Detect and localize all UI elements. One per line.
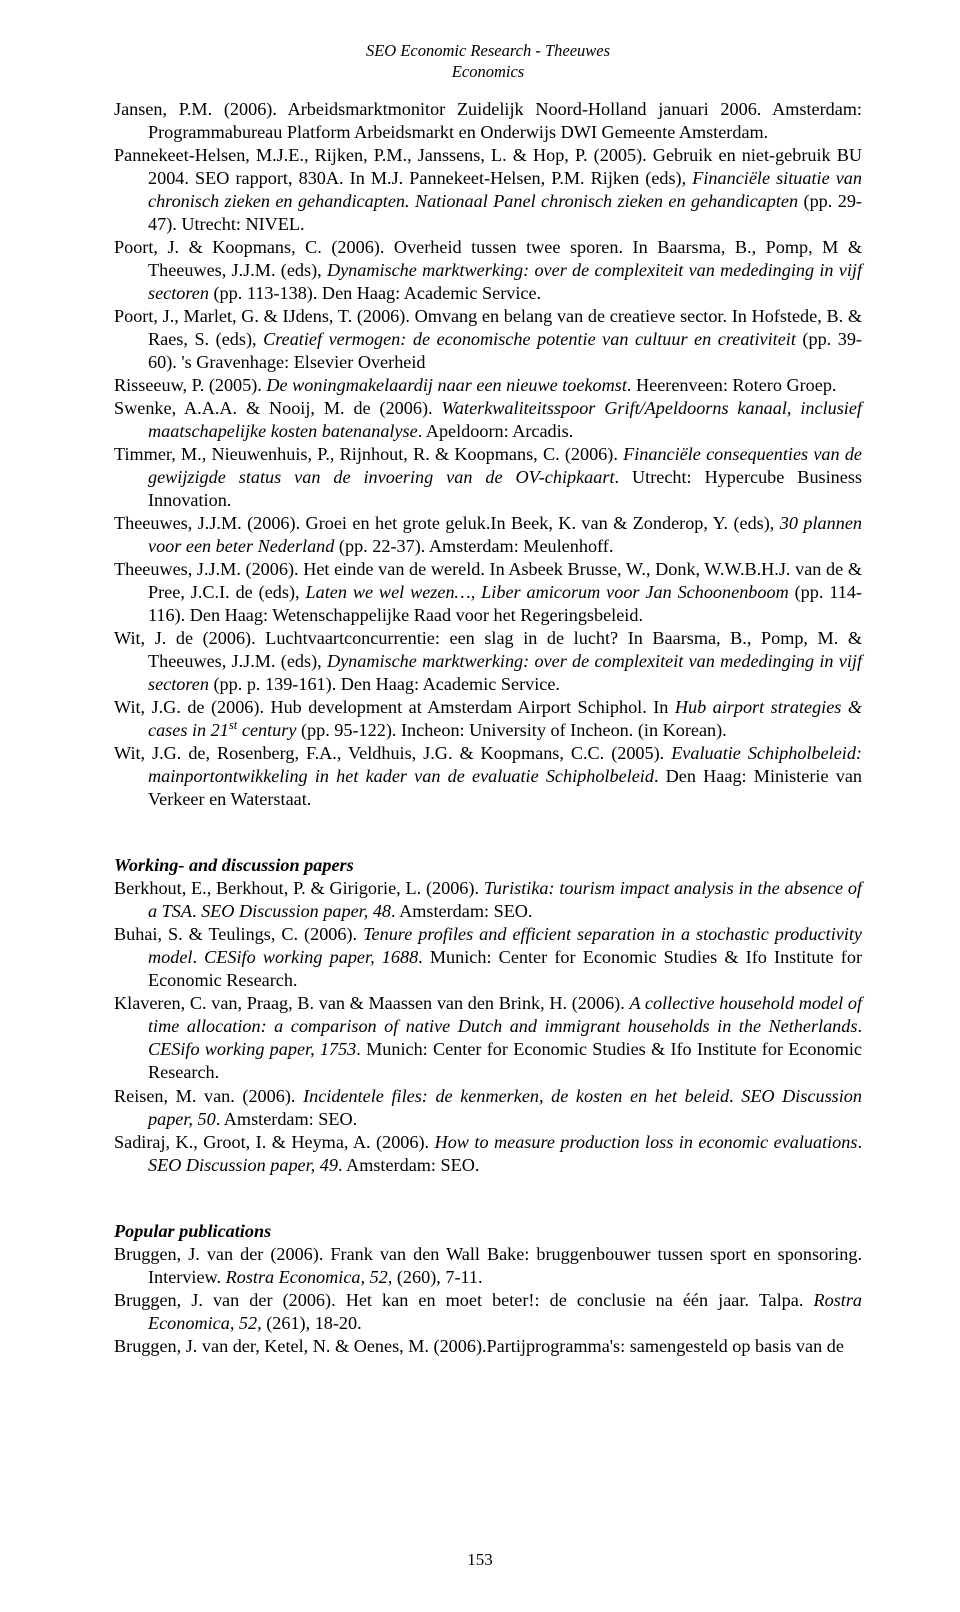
section-gap-1 [114,811,862,855]
reference-entry: Reisen, M. van. (2006). Incidentele file… [114,1085,862,1131]
page-number: 153 [0,1550,960,1570]
page: SEO Economic Research - Theeuwes Economi… [0,0,960,1612]
reference-entry: Swenke, A.A.A. & Nooij, M. de (2006). Wa… [114,397,862,443]
reference-entry: Wit, J.G. de (2006). Hub development at … [114,696,862,742]
reference-entry: Bruggen, J. van der (2006). Het kan en m… [114,1289,862,1335]
running-head-line1: SEO Economic Research - Theeuwes [114,40,862,61]
reference-entry: Sadiraj, K., Groot, I. & Heyma, A. (2006… [114,1131,862,1177]
section-heading-working: Working- and discussion papers [114,855,862,876]
reference-entry: Wit, J. de (2006). Luchtvaartconcurrenti… [114,627,862,696]
reference-entry: Wit, J.G. de, Rosenberg, F.A., Veldhuis,… [114,742,862,811]
references-main: Jansen, P.M. (2006). Arbeidsmarktmonitor… [114,98,862,811]
running-head-line2: Economics [114,61,862,82]
reference-entry: Bruggen, J. van der, Ketel, N. & Oenes, … [114,1335,862,1358]
section-gap-2 [114,1177,862,1221]
section-heading-popular: Popular publications [114,1221,862,1242]
reference-entry: Pannekeet-Helsen, M.J.E., Rijken, P.M., … [114,144,862,236]
reference-entry: Poort, J., Marlet, G. & IJdens, T. (2006… [114,305,862,374]
reference-entry: Timmer, M., Nieuwenhuis, P., Rijnhout, R… [114,443,862,512]
reference-entry: Risseeuw, P. (2005). De woningmakelaardi… [114,374,862,397]
reference-entry: Bruggen, J. van der (2006). Frank van de… [114,1243,862,1289]
references-working: Berkhout, E., Berkhout, P. & Girigorie, … [114,877,862,1176]
reference-entry: Jansen, P.M. (2006). Arbeidsmarktmonitor… [114,98,862,144]
reference-entry: Buhai, S. & Teulings, C. (2006). Tenure … [114,923,862,992]
references-popular: Bruggen, J. van der (2006). Frank van de… [114,1243,862,1358]
reference-entry: Theeuwes, J.J.M. (2006). Het einde van d… [114,558,862,627]
header-gap [114,83,862,97]
reference-entry: Berkhout, E., Berkhout, P. & Girigorie, … [114,877,862,923]
reference-entry: Poort, J. & Koopmans, C. (2006). Overhei… [114,236,862,305]
reference-entry: Theeuwes, J.J.M. (2006). Groei en het gr… [114,512,862,558]
reference-entry: Klaveren, C. van, Praag, B. van & Maasse… [114,992,862,1084]
